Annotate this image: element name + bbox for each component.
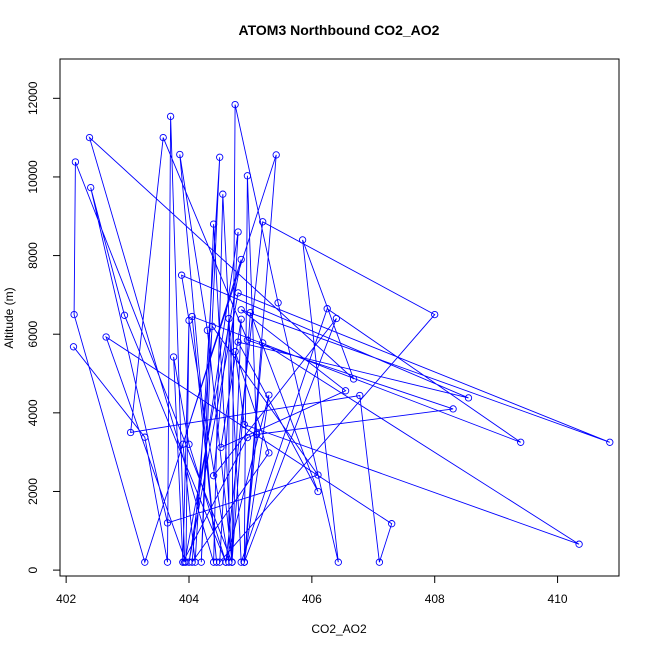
data-point	[259, 339, 267, 347]
data-point	[166, 112, 175, 121]
y-tick-label: 4000	[26, 399, 40, 426]
data-point	[120, 311, 129, 319]
data-point	[240, 558, 248, 566]
data-point	[217, 443, 225, 452]
data-point	[449, 405, 457, 413]
data-point	[225, 314, 233, 323]
data-point	[431, 310, 439, 319]
data-point	[388, 520, 396, 528]
data-point	[231, 100, 239, 109]
data-point	[163, 519, 172, 527]
data-point	[85, 133, 94, 142]
data-point	[575, 540, 583, 548]
data-point	[212, 558, 221, 566]
data-point	[332, 314, 341, 323]
y-tick-label: 6000	[26, 321, 40, 348]
y-tick-label: 8000	[26, 242, 40, 269]
data-point	[323, 305, 331, 313]
data-point	[234, 289, 242, 297]
data-point	[141, 558, 149, 566]
data-point	[517, 438, 525, 446]
data-point	[71, 158, 80, 166]
y-tick-label: 10000	[26, 160, 40, 194]
y-tick-label: 2000	[26, 478, 40, 505]
data-point	[203, 326, 212, 334]
data-point	[177, 271, 186, 279]
data-point	[222, 558, 230, 566]
data-point	[102, 333, 110, 341]
data-point	[272, 151, 280, 159]
data-point	[159, 133, 167, 142]
data-point	[188, 558, 196, 566]
data-point	[243, 336, 252, 344]
data-point	[179, 558, 187, 566]
data-point	[464, 394, 473, 402]
data-point	[375, 558, 384, 566]
data-point	[265, 449, 273, 457]
data-point	[185, 440, 193, 448]
data-point	[237, 558, 245, 566]
data-point	[225, 558, 233, 566]
data-point	[209, 220, 218, 228]
data-point	[219, 190, 227, 198]
data-point	[356, 391, 364, 400]
x-axis: 402 404 406 408 410	[56, 576, 568, 606]
data-point	[274, 299, 282, 307]
data-point	[606, 438, 614, 446]
data-point	[169, 353, 178, 361]
data-point	[69, 343, 78, 351]
data-point	[176, 150, 184, 159]
data-point	[246, 308, 255, 317]
data-point	[185, 316, 193, 325]
x-tick-label: 410	[548, 592, 568, 606]
data-point	[208, 322, 216, 330]
x-tick-label: 406	[302, 592, 322, 606]
data-point	[163, 558, 172, 566]
chart-title: ATOM3 Northbound CO2_AO2	[239, 22, 440, 38]
data-point	[237, 255, 245, 264]
data-point	[240, 420, 248, 429]
data-point	[234, 228, 242, 236]
data-point	[252, 430, 261, 438]
y-axis-label: Altitude (m)	[2, 287, 16, 348]
data-point	[237, 306, 245, 314]
data-point	[349, 375, 358, 383]
data-point	[334, 558, 342, 566]
data-point	[265, 391, 273, 399]
x-tick-label: 408	[425, 592, 445, 606]
data-point	[70, 310, 78, 319]
data-point	[341, 387, 350, 395]
data-point	[243, 433, 252, 442]
data-point	[237, 315, 245, 323]
plot-frame	[59, 58, 620, 577]
data-point	[234, 338, 242, 346]
data-point	[87, 183, 95, 192]
data-point	[298, 236, 307, 244]
data-point	[314, 471, 322, 479]
data-point	[141, 433, 149, 441]
data-point	[197, 558, 205, 566]
data-point	[243, 172, 252, 180]
data-point	[216, 153, 224, 161]
y-tick-label: 0	[26, 566, 40, 573]
data-point	[231, 347, 239, 356]
x-tick-label: 402	[56, 592, 76, 606]
x-tick-label: 404	[179, 592, 199, 606]
plot-area	[69, 100, 614, 566]
data-point	[314, 487, 322, 496]
data-point	[209, 472, 218, 480]
x-axis-label: CO2_AO2	[311, 622, 367, 636]
data-point	[126, 428, 135, 437]
y-tick-label: 12000	[26, 81, 40, 115]
y-axis: 0 2000 4000 6000 8000 10000 12000	[26, 81, 60, 573]
data-point	[259, 218, 267, 226]
